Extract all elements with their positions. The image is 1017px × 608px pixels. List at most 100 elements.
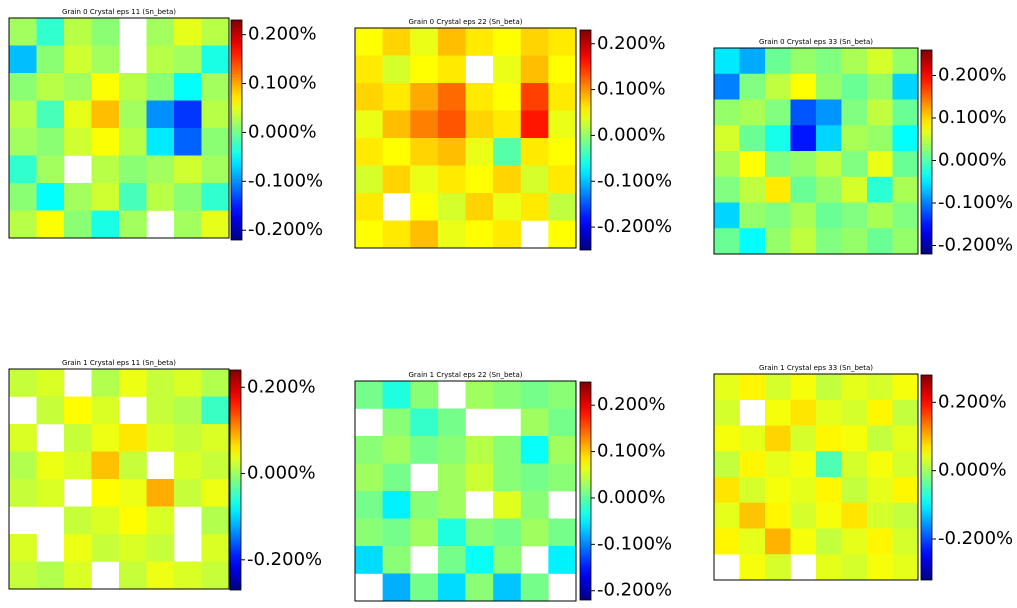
heatmap-cell	[174, 369, 202, 397]
heatmap-cell	[9, 46, 37, 74]
heatmap-cell	[174, 101, 202, 129]
heatmap-cell	[202, 156, 230, 184]
heatmap-cell	[9, 424, 37, 452]
heatmap-cell	[893, 74, 919, 100]
heatmap-cell	[791, 451, 817, 477]
heatmap-cell	[867, 451, 893, 477]
heatmap-cell	[174, 479, 202, 507]
heatmap-cell	[548, 519, 576, 547]
heatmap-cell	[493, 56, 521, 84]
heatmap-cell	[765, 554, 791, 580]
heatmap-cell	[383, 546, 411, 574]
heatmap-cell	[64, 183, 92, 211]
page: Grain 0 Crystal eps 11 (Sn_beta)0.200%0.…	[0, 0, 1017, 608]
heatmap-cell	[355, 83, 383, 111]
heatmap-cell	[37, 101, 65, 129]
heatmap-cell	[37, 128, 65, 156]
heatmap-cell	[174, 18, 202, 46]
colorbar	[230, 370, 241, 590]
heatmap-cell	[119, 507, 147, 535]
heatmap-cell	[119, 101, 147, 129]
heatmap-cell	[867, 228, 893, 254]
heatmap-cell	[119, 479, 147, 507]
heatmap-cell	[9, 211, 37, 239]
heatmap-cell	[202, 101, 230, 129]
colorbar-tick-label: 0.000%	[938, 460, 1007, 481]
heatmap-cell	[438, 409, 466, 437]
heatmap-cell	[119, 211, 147, 239]
heatmap-cell	[355, 221, 383, 249]
heatmap-cell	[438, 56, 466, 84]
heatmap-cell	[521, 83, 549, 111]
heatmap-cell	[548, 111, 576, 139]
colorbar-tick-label: -0.200%	[938, 235, 1013, 256]
heatmap-cell	[521, 56, 549, 84]
heatmap-cell	[355, 546, 383, 574]
heatmap-cell	[842, 48, 868, 74]
heatmap-cell	[202, 369, 230, 397]
colorbar-tick-label: 0.100%	[597, 441, 666, 462]
heatmap-cell	[521, 574, 549, 602]
heatmap-cell	[92, 452, 120, 480]
heatmap-cell	[174, 128, 202, 156]
heatmap-cell	[466, 166, 494, 194]
heatmap-cell	[791, 74, 817, 100]
heatmap-cell	[893, 477, 919, 503]
heatmap-cell	[791, 48, 817, 74]
heatmap-cell	[383, 381, 411, 409]
heatmap-cell	[147, 507, 175, 535]
heatmap-cell	[37, 479, 65, 507]
heatmap-cell	[548, 546, 576, 574]
heatmap-cell	[548, 464, 576, 492]
heatmap-cell	[740, 503, 766, 529]
colorbar-tick-label: -0.100%	[597, 170, 672, 191]
heatmap-cell	[410, 221, 438, 249]
heatmap-cell	[765, 48, 791, 74]
colorbar-tick-label: 0.000%	[938, 150, 1007, 171]
heatmap-cell	[202, 479, 230, 507]
heatmap-cell	[493, 491, 521, 519]
heatmap-cell	[174, 156, 202, 184]
heatmap-cell	[867, 177, 893, 203]
heatmap-cell	[765, 451, 791, 477]
heatmap-cell	[174, 211, 202, 239]
heatmap-cell	[842, 554, 868, 580]
heatmap-cell	[893, 503, 919, 529]
heatmap-cell	[174, 424, 202, 452]
heatmap-cell	[867, 125, 893, 151]
heatmap-cell	[791, 228, 817, 254]
heatmap-cell	[740, 203, 766, 229]
heatmap-cell	[740, 529, 766, 555]
heatmap-cell	[383, 491, 411, 519]
heatmap-cell	[493, 138, 521, 166]
heatmap-cell	[493, 381, 521, 409]
heatmap-cell	[410, 436, 438, 464]
heatmap-cell	[893, 125, 919, 151]
heatmap-cell	[893, 374, 919, 400]
heatmap-cell	[765, 203, 791, 229]
heatmap-cell	[740, 554, 766, 580]
heatmap-cell	[816, 125, 842, 151]
heatmap-cell	[147, 424, 175, 452]
heatmap-cell	[383, 221, 411, 249]
colorbar-tick-label: -0.100%	[597, 533, 672, 554]
heatmap-cell	[147, 73, 175, 101]
heatmap-cell	[410, 574, 438, 602]
heatmap-cell	[791, 477, 817, 503]
heatmap-cell	[466, 193, 494, 221]
heatmap-cell	[842, 228, 868, 254]
heatmap-cell	[37, 46, 65, 74]
heatmap-cell	[842, 529, 868, 555]
heatmap-cell	[493, 111, 521, 139]
heatmap-cell	[816, 74, 842, 100]
colorbar	[231, 20, 242, 240]
heatmap-cell	[714, 400, 740, 426]
heatmap-cell	[867, 151, 893, 177]
heatmap-cell	[714, 48, 740, 74]
heatmap-cell	[714, 100, 740, 126]
panel-title: Grain 0 Crystal eps 22 (Sn_beta)	[408, 18, 522, 26]
heatmap-cell	[816, 451, 842, 477]
heatmap-cell	[37, 562, 65, 590]
heatmap-cell	[893, 177, 919, 203]
heatmap-cell	[92, 507, 120, 535]
